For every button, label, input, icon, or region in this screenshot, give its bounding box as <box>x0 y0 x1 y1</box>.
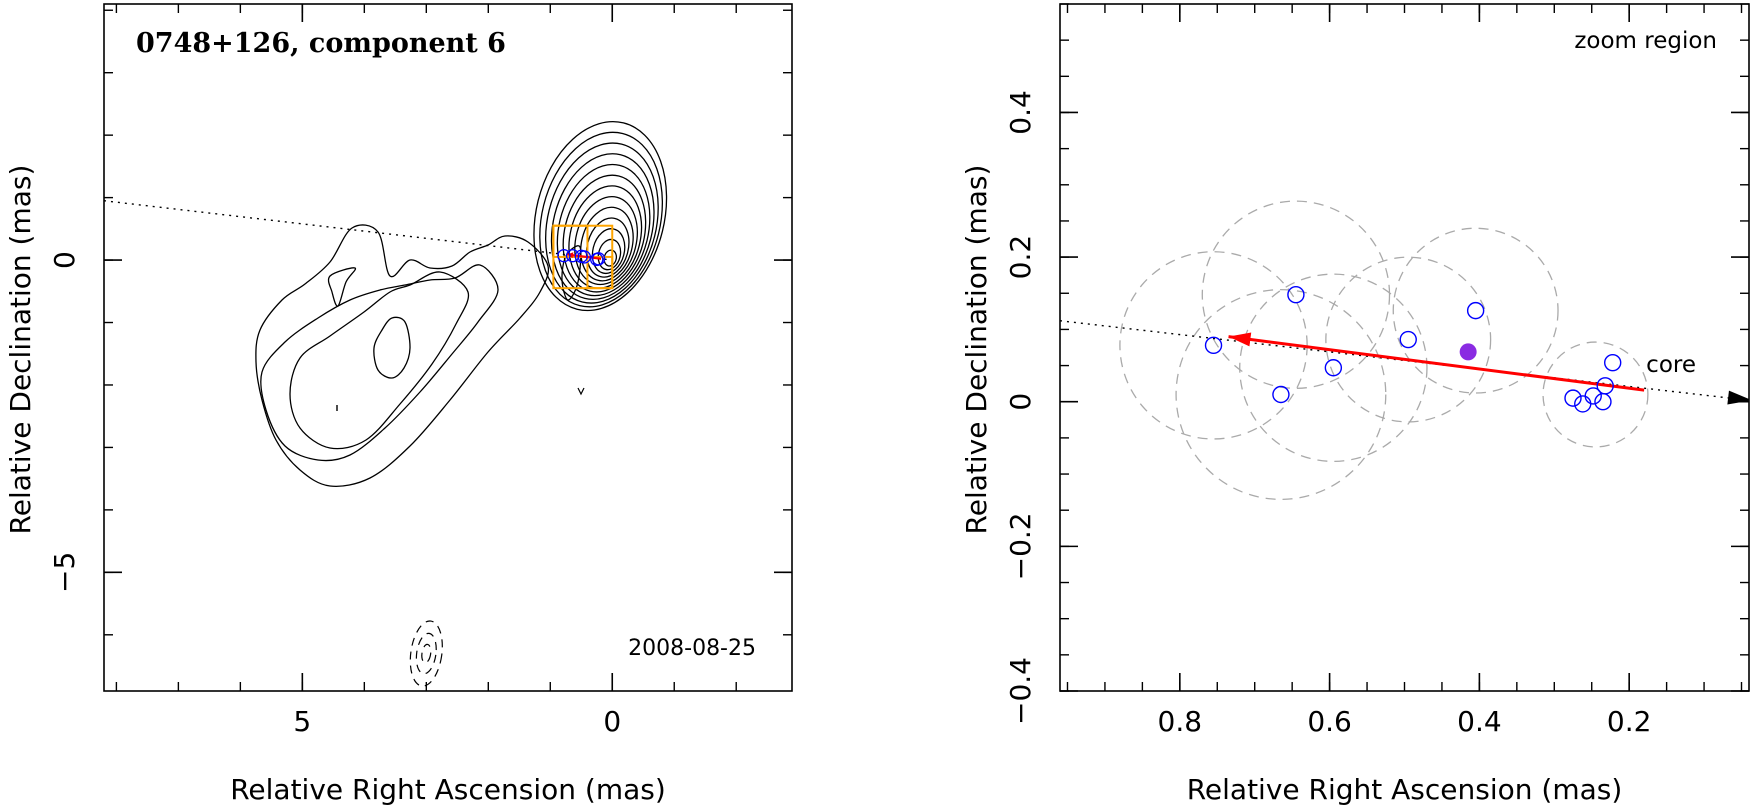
component-marker <box>1564 389 1582 407</box>
component-marker <box>1603 353 1622 372</box>
date-label: 2008-08-25 <box>628 636 756 661</box>
y-tick-label: 0 <box>48 251 81 269</box>
component-marker <box>1204 336 1223 355</box>
component-marker <box>1272 385 1290 404</box>
panel-1-content <box>104 120 668 687</box>
contour-line <box>260 264 499 462</box>
panel-2-content <box>1060 200 1749 501</box>
contour-line <box>539 131 664 308</box>
beam-contour <box>415 632 437 675</box>
x-axis-label: Relative Right Ascension (mas) <box>230 773 666 806</box>
uncertainty-circle <box>1239 273 1428 463</box>
component-marker <box>1584 387 1602 405</box>
contour-line <box>533 120 668 312</box>
zoom-boxes <box>552 224 614 290</box>
component-marker <box>557 249 571 263</box>
y-axis-label: Relative Declination (mas) <box>4 165 37 535</box>
panel-2-axes: 0.8 0.6 0.4 0.2 0.4 0.2 0 −0.2 −0.4 Relative Righ… <box>960 3 1750 806</box>
contour-line <box>327 267 357 307</box>
y-tick-label: 0 <box>1004 393 1037 411</box>
motion-arrow <box>1228 335 1645 392</box>
y-tick-label: 0.4 <box>1004 90 1037 135</box>
uncertainty-circle <box>1175 289 1387 501</box>
x-tick-label: 0 <box>603 705 621 738</box>
direction-line <box>104 200 613 261</box>
motion-arrow-head <box>1228 332 1252 347</box>
y-tick-label: −0.4 <box>1004 657 1037 725</box>
core-label: core <box>1646 352 1696 378</box>
panel-1-plot: 0748+126, component 6 2008-08-25 <box>104 28 756 687</box>
uncertainty-circle <box>1392 227 1559 394</box>
x-tick-label: 5 <box>293 705 311 738</box>
contour-line <box>556 163 651 297</box>
y-tick-label: −0.2 <box>1004 512 1037 580</box>
uncertainty-circle <box>1201 200 1391 389</box>
component-marker <box>1574 395 1592 413</box>
jet-contours <box>255 224 585 487</box>
uncertainty-circle <box>1542 341 1649 448</box>
beam-contour <box>421 643 432 664</box>
contour-line <box>373 316 411 379</box>
plot-frame <box>103 3 793 692</box>
beam <box>409 620 443 687</box>
contour-line <box>255 224 550 487</box>
component-marker <box>591 252 606 266</box>
y-tick-label: −5 <box>48 552 81 593</box>
y-axis-label: Relative Declination (mas) <box>960 165 993 535</box>
contour-line <box>562 174 647 293</box>
contour-line <box>577 387 585 396</box>
x-tick-label: 0.6 <box>1307 705 1352 738</box>
contour-line <box>580 206 634 282</box>
contour-line <box>574 195 638 286</box>
y-tick-label: 0.2 <box>1004 235 1037 280</box>
contour-line <box>544 142 659 304</box>
x-tick-label: 0.8 <box>1158 705 1203 738</box>
component-marker <box>1287 286 1305 304</box>
uncertainty-circle <box>1119 251 1308 440</box>
core-contours <box>533 120 668 312</box>
plot-frame <box>1059 3 1750 692</box>
uncertainty-circle <box>1325 256 1492 423</box>
component-marker <box>577 250 592 264</box>
component-marker <box>1466 301 1485 320</box>
panel-1-axes: 5 0 0 −5 Relative Right Ascension (mas) Relat… <box>4 3 793 806</box>
panel-title: zoom region <box>1574 28 1717 54</box>
x-axis-label: Relative Right Ascension (mas) <box>1187 773 1623 806</box>
component-marker <box>1324 359 1343 377</box>
component-marker <box>1399 330 1417 349</box>
x-tick-label: 0.4 <box>1457 705 1502 738</box>
component-marker <box>1594 393 1612 411</box>
direction-arrow-head <box>1727 390 1749 405</box>
x-tick-label: 0.2 <box>1607 705 1652 738</box>
zoom-box <box>586 255 614 290</box>
mean-position-marker <box>1459 343 1477 361</box>
panel-title: 0748+126, component 6 <box>136 28 506 59</box>
contour-line <box>591 228 626 275</box>
contour-line <box>289 271 470 450</box>
panel-2-plot: zoom region core <box>1060 28 1749 501</box>
beam-contour <box>409 620 443 687</box>
contour-line <box>550 153 655 301</box>
